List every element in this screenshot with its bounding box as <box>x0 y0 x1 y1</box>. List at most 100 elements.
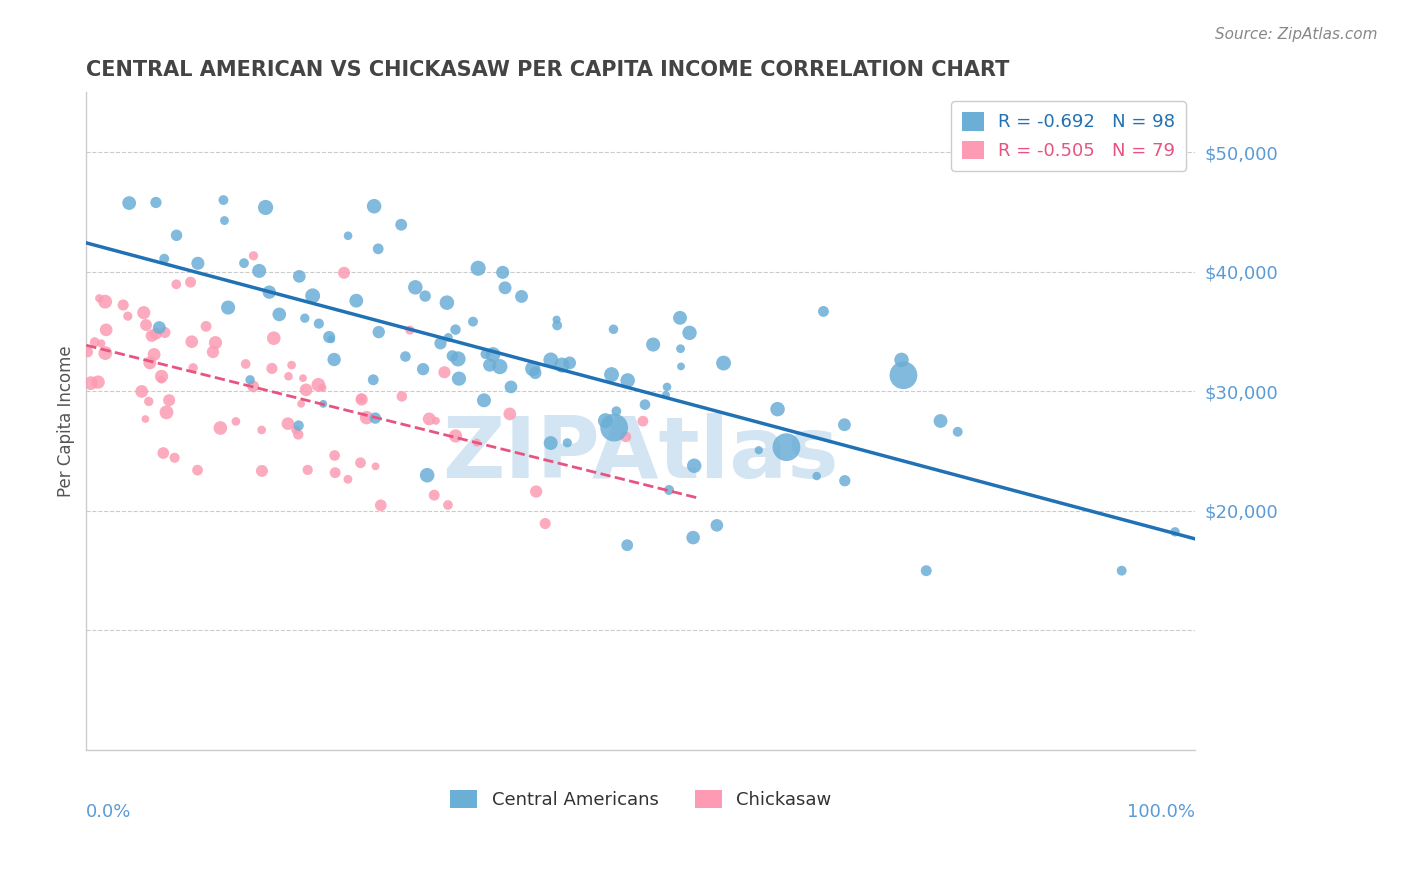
Central Americans <box>683 458 706 473</box>
Central Americans <box>499 380 522 394</box>
Central Americans <box>551 358 574 372</box>
Chickasaw <box>444 429 467 443</box>
Central Americans <box>603 420 626 434</box>
Chickasaw <box>499 407 522 421</box>
Chickasaw <box>141 328 163 343</box>
Chickasaw <box>350 392 373 406</box>
Central Americans <box>247 264 270 278</box>
Chickasaw <box>150 369 173 384</box>
Chickasaw <box>165 277 187 292</box>
Central Americans <box>834 417 856 432</box>
Chickasaw <box>356 410 378 425</box>
Chickasaw <box>260 361 283 376</box>
Chickasaw <box>201 345 224 359</box>
Central Americans <box>118 196 141 211</box>
Chickasaw <box>145 326 167 341</box>
Central Americans <box>269 307 291 321</box>
Central Americans <box>364 411 387 425</box>
Chickasaw <box>433 365 456 379</box>
Chickasaw <box>186 463 208 477</box>
Chickasaw <box>94 346 117 360</box>
Text: 0.0%: 0.0% <box>86 803 132 821</box>
Chickasaw <box>425 414 447 428</box>
Chickasaw <box>80 376 103 390</box>
Chickasaw <box>163 450 186 465</box>
Text: 100.0%: 100.0% <box>1128 803 1195 821</box>
Central Americans <box>288 269 311 284</box>
Central Americans <box>318 330 340 344</box>
Central Americans <box>367 325 389 339</box>
Central Americans <box>447 351 470 366</box>
Central Americans <box>294 311 316 326</box>
Chickasaw <box>152 446 174 460</box>
Chickasaw <box>153 326 176 340</box>
Chickasaw <box>138 394 160 409</box>
Chickasaw <box>307 377 329 392</box>
Central Americans <box>214 213 236 227</box>
Central Americans <box>145 195 167 210</box>
Central Americans <box>363 199 385 213</box>
Chickasaw <box>242 379 264 393</box>
Central Americans <box>893 368 915 383</box>
Chickasaw <box>418 412 440 426</box>
Chickasaw <box>614 430 637 444</box>
Chickasaw <box>284 423 307 437</box>
Central Americans <box>890 352 912 367</box>
Central Americans <box>489 359 512 374</box>
Chickasaw <box>391 389 413 403</box>
Central Americans <box>394 350 416 364</box>
Central Americans <box>416 468 439 483</box>
Chickasaw <box>180 275 202 289</box>
Central Americans <box>166 228 188 243</box>
Text: Source: ZipAtlas.com: Source: ZipAtlas.com <box>1215 27 1378 42</box>
Central Americans <box>367 242 389 256</box>
Central Americans <box>413 289 436 303</box>
Central Americans <box>312 397 335 411</box>
Central Americans <box>658 483 681 497</box>
Central Americans <box>510 289 533 303</box>
Central Americans <box>595 414 617 428</box>
Central Americans <box>212 193 235 207</box>
Central Americans <box>524 366 547 380</box>
Chickasaw <box>134 412 156 426</box>
Chickasaw <box>90 336 112 351</box>
Chickasaw <box>631 414 654 428</box>
Central Americans <box>540 436 562 450</box>
Chickasaw <box>195 319 218 334</box>
Chickasaw <box>117 309 139 323</box>
Chickasaw <box>250 423 273 437</box>
Central Americans <box>602 322 624 336</box>
Central Americans <box>1164 524 1187 539</box>
Central Americans <box>441 349 464 363</box>
Y-axis label: Per Capita Income: Per Capita Income <box>58 345 75 497</box>
Central Americans <box>467 261 489 276</box>
Central Americans <box>605 404 627 418</box>
Chickasaw <box>364 459 387 474</box>
Chickasaw <box>76 345 98 359</box>
Chickasaw <box>242 249 264 263</box>
Chickasaw <box>534 516 557 531</box>
Central Americans <box>1111 564 1133 578</box>
Central Americans <box>546 318 568 333</box>
Central Americans <box>429 336 451 351</box>
Central Americans <box>834 474 856 488</box>
Central Americans <box>436 295 458 310</box>
Central Americans <box>389 218 412 232</box>
Central Americans <box>558 356 581 370</box>
Chickasaw <box>225 414 247 428</box>
Central Americans <box>153 252 176 266</box>
Central Americans <box>766 402 789 417</box>
Central Americans <box>494 281 516 295</box>
Chickasaw <box>94 294 117 309</box>
Central Americans <box>461 315 484 329</box>
Chickasaw <box>204 335 226 350</box>
Central Americans <box>259 285 281 300</box>
Chickasaw <box>139 356 162 370</box>
Legend: Central Americans, Chickasaw: Central Americans, Chickasaw <box>439 779 842 820</box>
Chickasaw <box>150 373 173 387</box>
Central Americans <box>337 228 360 243</box>
Chickasaw <box>180 334 202 349</box>
Chickasaw <box>155 405 177 419</box>
Central Americans <box>482 347 505 361</box>
Chickasaw <box>323 466 346 480</box>
